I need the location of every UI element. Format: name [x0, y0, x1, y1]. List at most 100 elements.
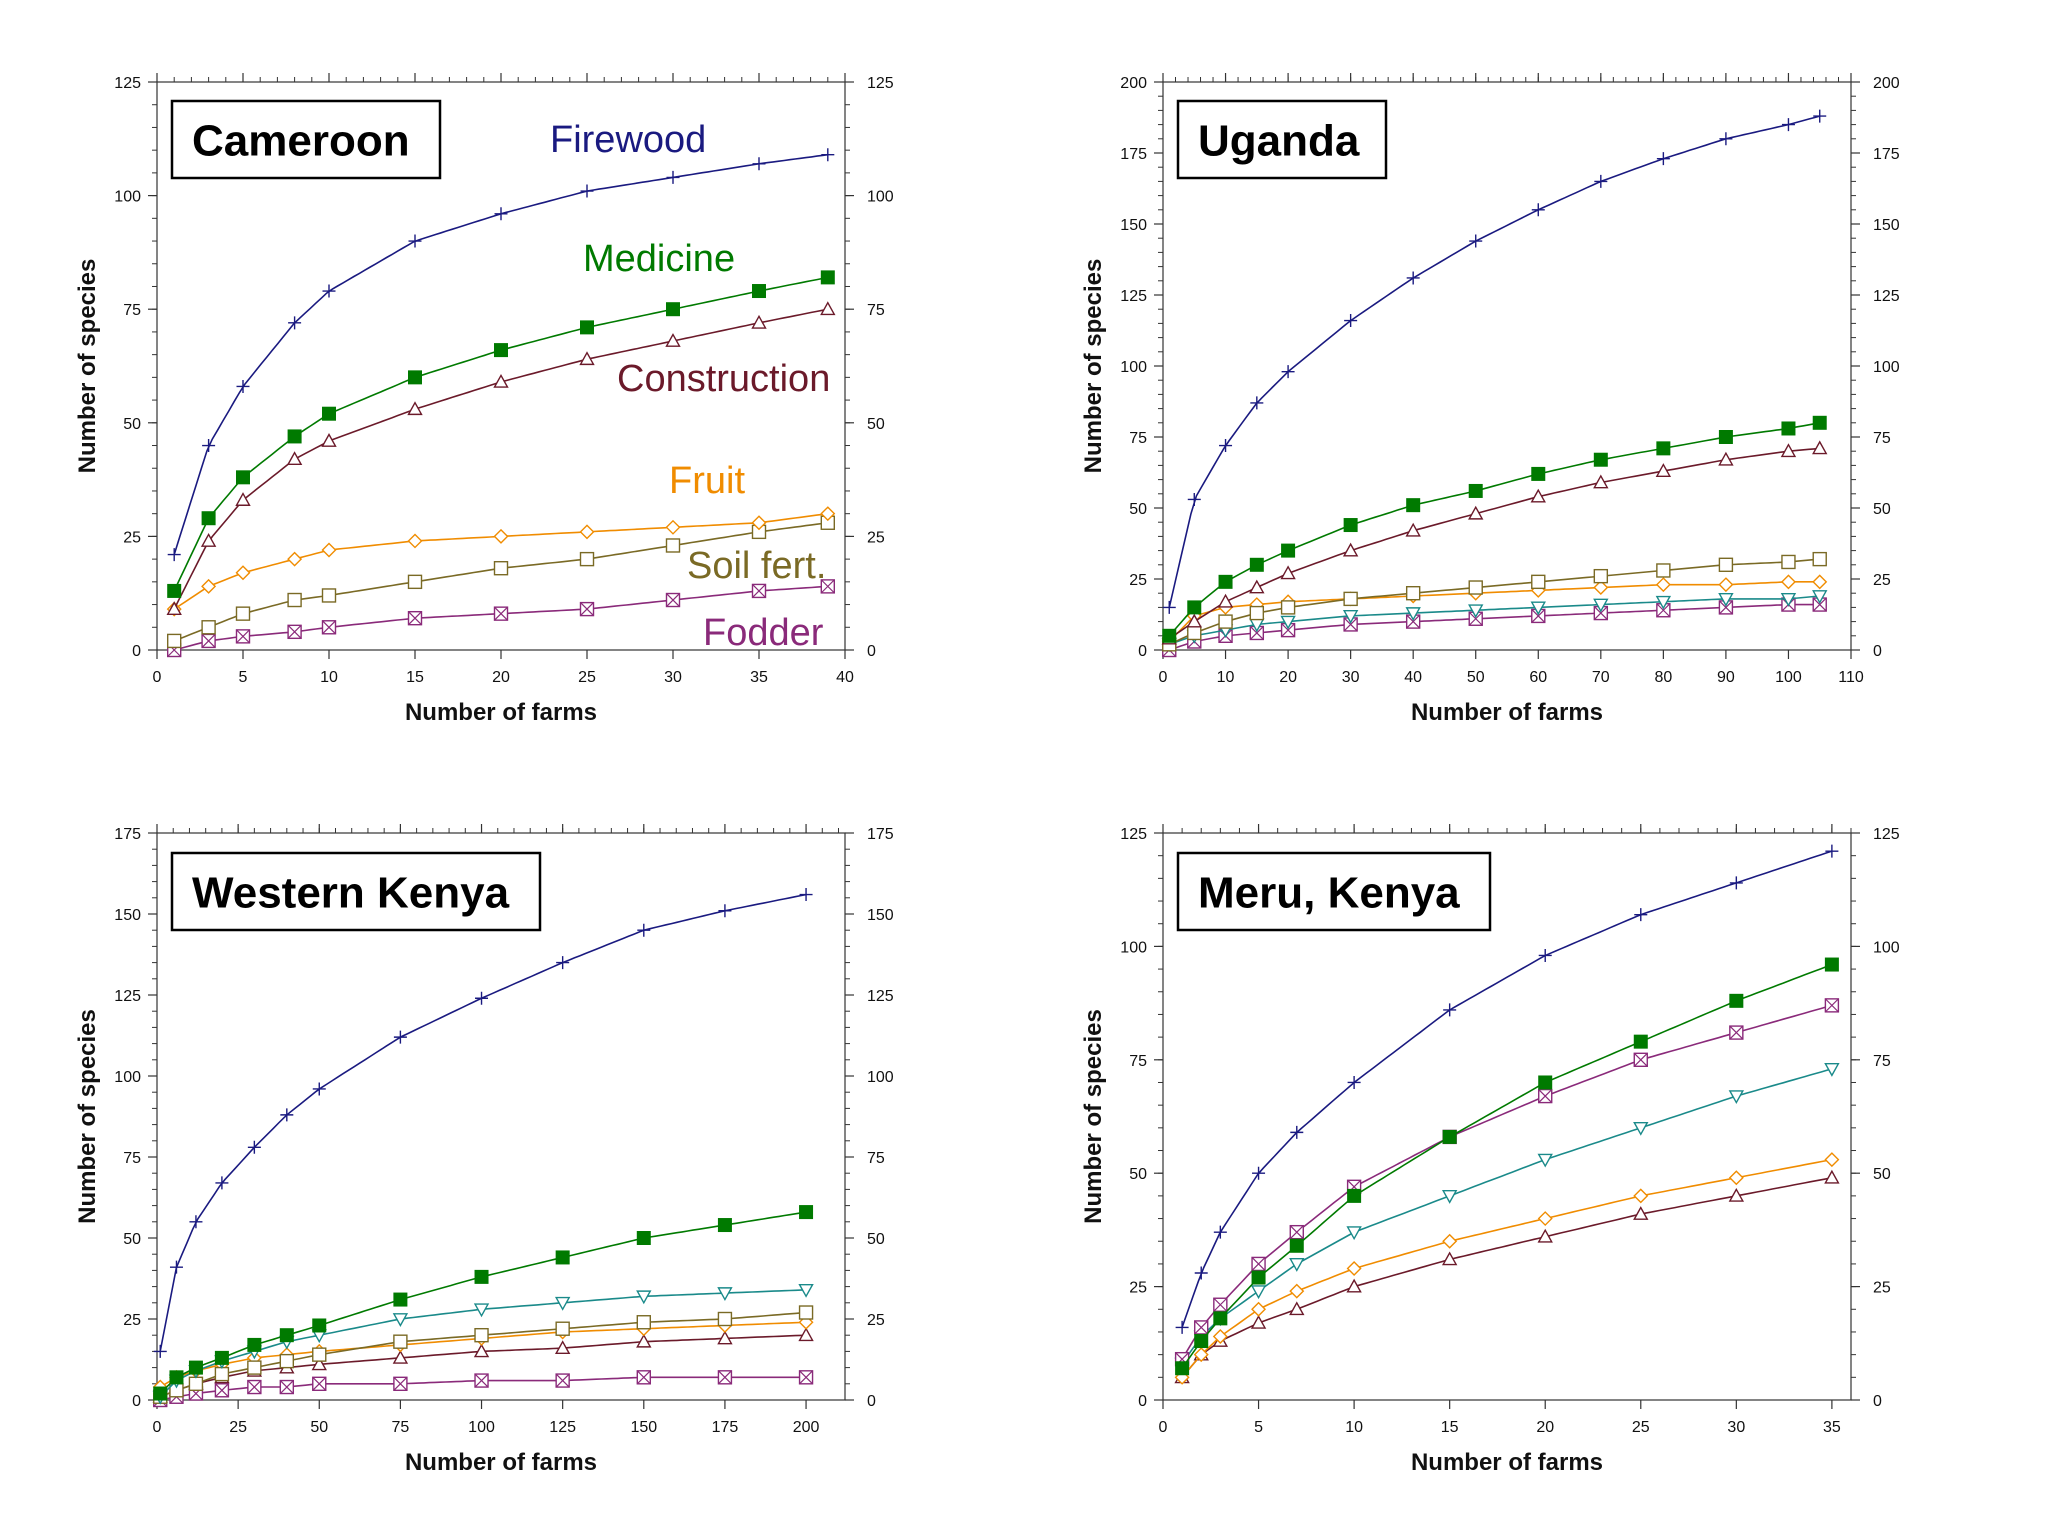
- data-point: [717, 1311, 733, 1327]
- data-point: [214, 1350, 229, 1365]
- data-point: [321, 588, 337, 603]
- data-point: [1728, 1090, 1745, 1105]
- data-point: [636, 1333, 652, 1348]
- data-point: [1342, 610, 1359, 624]
- data-point: [235, 629, 251, 644]
- data-point: [555, 1250, 570, 1265]
- data-point: [1718, 592, 1734, 607]
- x-tick-label: 175: [712, 1419, 739, 1436]
- data-point: [153, 1386, 168, 1401]
- data-point: [215, 1176, 229, 1190]
- data-point: [473, 1303, 490, 1318]
- region-title: Uganda: [1198, 117, 1360, 166]
- data-point: [1289, 1283, 1305, 1299]
- data-point: [580, 320, 594, 335]
- y-tick-label-right: 100: [867, 189, 894, 206]
- data-point: [1812, 415, 1827, 430]
- data-point: [312, 1318, 327, 1333]
- data-point: [473, 1343, 490, 1358]
- data-point: [1280, 600, 1296, 615]
- x-axis-title: Number of farms: [1411, 699, 1603, 726]
- data-point: [1537, 1211, 1553, 1227]
- y-tick-label-left: 75: [1129, 1053, 1147, 1070]
- x-tick-label: 10: [1217, 669, 1235, 686]
- series-line: [1181, 850, 1833, 1328]
- data-point: [579, 351, 595, 366]
- series-annotation: Fruit: [669, 460, 745, 502]
- data-point: [407, 401, 423, 416]
- x-tick-label: 5: [1254, 1419, 1263, 1436]
- data-point: [1342, 542, 1359, 557]
- data-point: [666, 302, 680, 317]
- y-axis-title: Number of species: [74, 1009, 101, 1224]
- data-point: [1813, 109, 1827, 123]
- y-tick-label-right: 175: [1873, 146, 1900, 163]
- data-point: [1468, 483, 1483, 498]
- data-point: [311, 1356, 327, 1371]
- data-point: [322, 284, 336, 298]
- data-point: [312, 1376, 327, 1392]
- x-tick-label: 50: [310, 1419, 328, 1436]
- data-point: [1824, 957, 1839, 972]
- series-firewood: [1175, 844, 1839, 1334]
- y-tick-label-left: 100: [1120, 359, 1147, 376]
- data-point: [214, 1383, 230, 1398]
- data-point: [1728, 1187, 1745, 1202]
- series-line: [1169, 603, 1820, 651]
- data-point: [1824, 1169, 1840, 1184]
- data-point: [322, 406, 336, 421]
- data-point: [153, 1344, 167, 1358]
- data-point: [554, 1296, 571, 1311]
- data-point: [201, 620, 216, 635]
- y-tick-label-left: 25: [123, 529, 141, 546]
- data-point: [235, 606, 251, 621]
- data-point: [1442, 1129, 1457, 1144]
- data-point: [1346, 1226, 1362, 1241]
- data-point: [1593, 580, 1609, 596]
- x-tick-label: 35: [1823, 1419, 1841, 1436]
- data-point: [798, 1305, 814, 1320]
- data-point: [408, 234, 422, 248]
- data-point: [637, 923, 651, 937]
- x-tick-label: 15: [1441, 1419, 1459, 1436]
- data-point: [717, 1287, 733, 1302]
- data-point: [1250, 1314, 1267, 1329]
- region-title-box: [170, 851, 542, 932]
- y-tick-label-right: 50: [1873, 1166, 1891, 1183]
- data-point: [494, 343, 508, 358]
- series-annotation: Firewood: [550, 119, 706, 161]
- data-point: [1213, 1297, 1228, 1312]
- y-tick-label-left: 100: [1120, 939, 1147, 956]
- data-point: [1781, 118, 1795, 132]
- data-point: [1249, 605, 1265, 621]
- x-tick-label: 0: [153, 1419, 162, 1436]
- x-tick-label: 40: [1404, 669, 1422, 686]
- data-point: [665, 538, 681, 553]
- data-point: [1824, 998, 1840, 1013]
- data-point: [474, 1327, 489, 1343]
- data-point: [201, 633, 216, 649]
- data-point: [1780, 443, 1797, 458]
- data-point: [1289, 1258, 1305, 1272]
- data-point: [718, 904, 732, 918]
- data-point: [1280, 615, 1296, 630]
- y-tick-label-right: 75: [867, 302, 885, 319]
- data-point: [1530, 601, 1546, 616]
- data-point: [555, 1373, 570, 1388]
- y-tick-label-left: 175: [1120, 146, 1147, 163]
- data-point: [200, 533, 217, 547]
- data-point: [1718, 557, 1734, 572]
- data-point: [579, 551, 595, 567]
- data-point: [665, 592, 681, 608]
- data-point: [169, 1260, 183, 1274]
- data-point: [636, 1290, 652, 1305]
- data-point: [1781, 554, 1796, 570]
- data-point: [321, 542, 337, 558]
- x-tick-label: 25: [578, 669, 596, 686]
- y-tick-label-right: 125: [1873, 826, 1900, 843]
- data-point: [666, 170, 680, 184]
- data-point: [665, 333, 681, 347]
- data-point: [1812, 440, 1828, 455]
